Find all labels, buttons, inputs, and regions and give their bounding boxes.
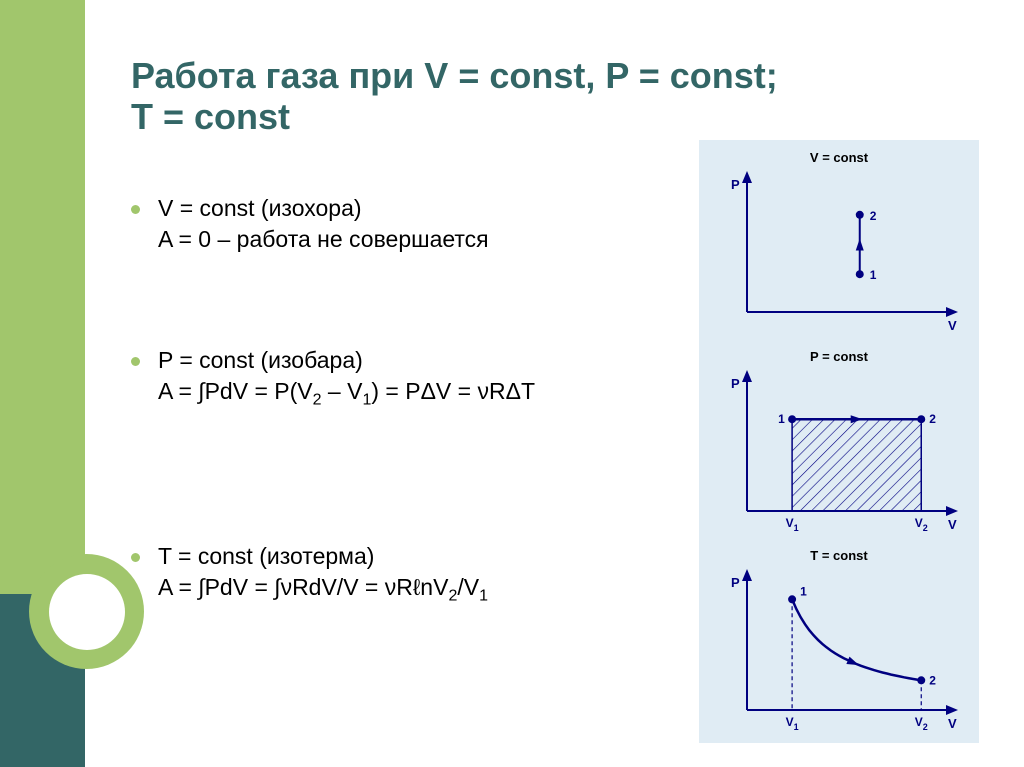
svg-text:2: 2 <box>870 209 877 223</box>
svg-text:1: 1 <box>778 412 785 426</box>
svg-text:V2: V2 <box>915 516 928 533</box>
graph-3-svg: PV12V1V2 <box>707 565 967 735</box>
bullet-dot-icon <box>131 205 140 214</box>
svg-text:P: P <box>731 177 740 192</box>
svg-text:V2: V2 <box>915 715 928 732</box>
graph-isobaric: P = const PV12V1V2 <box>707 349 971 536</box>
bullet-3-line2: A = ∫PdV = ∫νRdV/V = νRℓnV2/V1 <box>158 572 488 607</box>
svg-text:V: V <box>948 318 957 333</box>
bullet-2-line2: A = ∫PdV = P(V2 – V1) = PΔV = νRΔT <box>158 376 535 411</box>
graph-panel: V = const PV12 P = const PV12V1V2 T = co… <box>699 140 979 743</box>
svg-text:1: 1 <box>870 268 877 282</box>
title-line-1: Работа газа при V = const, P = const; <box>131 55 778 96</box>
decorative-circle-inner <box>49 574 125 650</box>
svg-text:V1: V1 <box>786 516 799 533</box>
decorative-circle <box>29 554 144 669</box>
svg-text:2: 2 <box>929 673 936 687</box>
svg-text:P: P <box>731 376 740 391</box>
svg-text:2: 2 <box>929 412 936 426</box>
graph-isochoric: V = const P V 1 2 <box>707 150 971 337</box>
bullet-isochoric: V = const (изохора) A = 0 – работа не со… <box>131 193 641 255</box>
graph-isothermal: T = const PV12V1V2 <box>707 548 971 735</box>
bullet-isobaric: P = const (изобара) A = ∫PdV = P(V2 – V1… <box>131 345 641 411</box>
svg-text:P: P <box>731 575 740 590</box>
sidebar-top-band <box>0 0 85 594</box>
bullet-isothermal: T = const (изотерма) A = ∫PdV = ∫νRdV/V … <box>131 541 641 607</box>
bullet-text-2: P = const (изобара) A = ∫PdV = P(V2 – V1… <box>158 345 535 411</box>
svg-text:V: V <box>948 716 957 731</box>
graph-1-svg: P V 1 2 <box>707 167 967 337</box>
bullet-dot-icon <box>131 553 140 562</box>
bullet-text-3: T = const (изотерма) A = ∫PdV = ∫νRdV/V … <box>158 541 488 607</box>
bullet-1-line1: V = const (изохора) <box>158 193 489 224</box>
svg-text:V: V <box>948 517 957 532</box>
graph-2-svg: PV12V1V2 <box>707 366 967 536</box>
graph-1-title: V = const <box>707 150 971 165</box>
bullet-3-line1: T = const (изотерма) <box>158 541 488 572</box>
graph-3-title: T = const <box>707 548 971 563</box>
bullet-dot-icon <box>131 357 140 366</box>
bullet-2-line1: P = const (изобара) <box>158 345 535 376</box>
svg-text:V1: V1 <box>786 715 799 732</box>
svg-text:1: 1 <box>800 584 807 598</box>
bullet-list: V = const (изохора) A = 0 – работа не со… <box>131 193 641 608</box>
slide-title: Работа газа при V = const, P = const; T … <box>131 55 778 138</box>
bullet-1-line2: A = 0 – работа не совершается <box>158 224 489 255</box>
title-line-2: T = const <box>131 96 778 137</box>
graph-2-title: P = const <box>707 349 971 364</box>
bullet-text-1: V = const (изохора) A = 0 – работа не со… <box>158 193 489 255</box>
